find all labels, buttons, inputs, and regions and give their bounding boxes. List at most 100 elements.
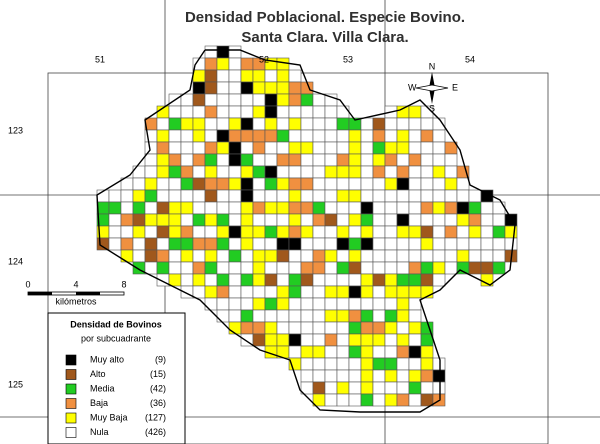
grid-cell bbox=[228, 297, 242, 311]
grid-cell bbox=[408, 261, 422, 275]
grid-cell bbox=[348, 177, 362, 191]
grid-cell bbox=[228, 225, 242, 239]
grid-cell bbox=[384, 357, 398, 371]
compass-label: N bbox=[429, 61, 436, 71]
grid-cell bbox=[396, 165, 410, 179]
legend-title: Densidad de Bovinos bbox=[70, 319, 162, 329]
grid-cell bbox=[432, 165, 446, 179]
grid-cell bbox=[276, 297, 290, 311]
grid-cell bbox=[408, 213, 422, 227]
grid-cell bbox=[456, 249, 470, 263]
grid-cell bbox=[348, 237, 362, 251]
grid-cell bbox=[312, 297, 326, 311]
grid-cell bbox=[204, 165, 218, 179]
legend-count: (9) bbox=[155, 354, 166, 364]
compass-label: W bbox=[408, 82, 417, 92]
grid-cell bbox=[180, 105, 194, 119]
grid-cell bbox=[252, 105, 266, 119]
grid-cell bbox=[444, 201, 458, 215]
grid-cell bbox=[384, 381, 398, 395]
grid-cell bbox=[240, 129, 254, 143]
grid-label: 51 bbox=[95, 54, 105, 64]
title: Densidad Poblacional. Especie Bovino. bbox=[185, 9, 465, 26]
grid-cell bbox=[408, 321, 422, 335]
grid-cell bbox=[420, 357, 434, 371]
grid-cell bbox=[360, 153, 374, 167]
grid-cell bbox=[324, 261, 338, 275]
grid-cell bbox=[408, 237, 422, 251]
grid-cell bbox=[288, 153, 302, 167]
grid-cell bbox=[216, 105, 230, 119]
grid-cell bbox=[192, 105, 206, 119]
grid-cell bbox=[228, 129, 242, 143]
grid-cell bbox=[276, 69, 290, 83]
grid-cell bbox=[264, 153, 278, 167]
grid-cell bbox=[180, 153, 194, 167]
grid-cell bbox=[216, 201, 230, 215]
grid-cell bbox=[96, 237, 110, 251]
grid-cell bbox=[180, 225, 194, 239]
grid-cell bbox=[228, 165, 242, 179]
grid-cell bbox=[372, 177, 386, 191]
grid-cell bbox=[348, 249, 362, 263]
grid-cell bbox=[300, 273, 314, 287]
grid-cell bbox=[408, 333, 422, 347]
grid-cell bbox=[288, 345, 302, 359]
grid-cell bbox=[408, 105, 422, 119]
grid-cell bbox=[300, 237, 314, 251]
grid-cell bbox=[168, 129, 182, 143]
grid-cell bbox=[384, 345, 398, 359]
grid-cell bbox=[408, 177, 422, 191]
grid-cell bbox=[480, 237, 494, 251]
grid-cell bbox=[336, 321, 350, 335]
grid-cell bbox=[252, 141, 266, 155]
legend-swatch bbox=[65, 427, 77, 438]
grid-cell bbox=[324, 285, 338, 299]
grid-cell bbox=[456, 225, 470, 239]
grid-cell bbox=[216, 141, 230, 155]
grid-cell bbox=[372, 321, 386, 335]
grid-cell bbox=[336, 177, 350, 191]
grid-cell bbox=[336, 369, 350, 383]
grid-cell bbox=[228, 261, 242, 275]
grid-cell bbox=[204, 237, 218, 251]
grid-cell bbox=[288, 285, 302, 299]
grid-cell bbox=[264, 177, 278, 191]
grid-cell bbox=[336, 297, 350, 311]
grid-cell bbox=[168, 213, 182, 227]
grid-cell bbox=[336, 345, 350, 359]
grid-cell bbox=[156, 237, 170, 251]
grid-cell bbox=[372, 189, 386, 203]
grid-cell bbox=[384, 261, 398, 275]
grid-cell bbox=[444, 237, 458, 251]
grid-cell bbox=[252, 261, 266, 275]
grid-cell bbox=[180, 165, 194, 179]
grid-cell bbox=[132, 165, 146, 179]
grid-cell bbox=[192, 93, 206, 107]
grid-cell bbox=[360, 273, 374, 287]
grid-cell bbox=[216, 309, 230, 323]
grid-cell bbox=[276, 213, 290, 227]
grid-cell bbox=[348, 165, 362, 179]
grid-cell bbox=[312, 201, 326, 215]
grid-cell bbox=[408, 129, 422, 143]
grid-cell bbox=[420, 153, 434, 167]
grid-cell bbox=[396, 381, 410, 395]
grid-cell bbox=[180, 237, 194, 251]
grid-cell bbox=[408, 153, 422, 167]
grid-cell bbox=[432, 261, 446, 275]
grid-cell bbox=[336, 357, 350, 371]
grid-cell bbox=[336, 129, 350, 143]
grid-cell bbox=[180, 141, 194, 155]
grid-cell bbox=[324, 129, 338, 143]
grid-cell bbox=[228, 81, 242, 95]
grid-cell bbox=[276, 237, 290, 251]
grid-cell bbox=[276, 93, 290, 107]
grid-cell bbox=[432, 369, 446, 383]
grid-cell bbox=[312, 369, 326, 383]
grid-cell bbox=[300, 213, 314, 227]
grid-cell bbox=[240, 141, 254, 155]
grid-cell bbox=[228, 285, 242, 299]
grid-cell bbox=[216, 261, 230, 275]
